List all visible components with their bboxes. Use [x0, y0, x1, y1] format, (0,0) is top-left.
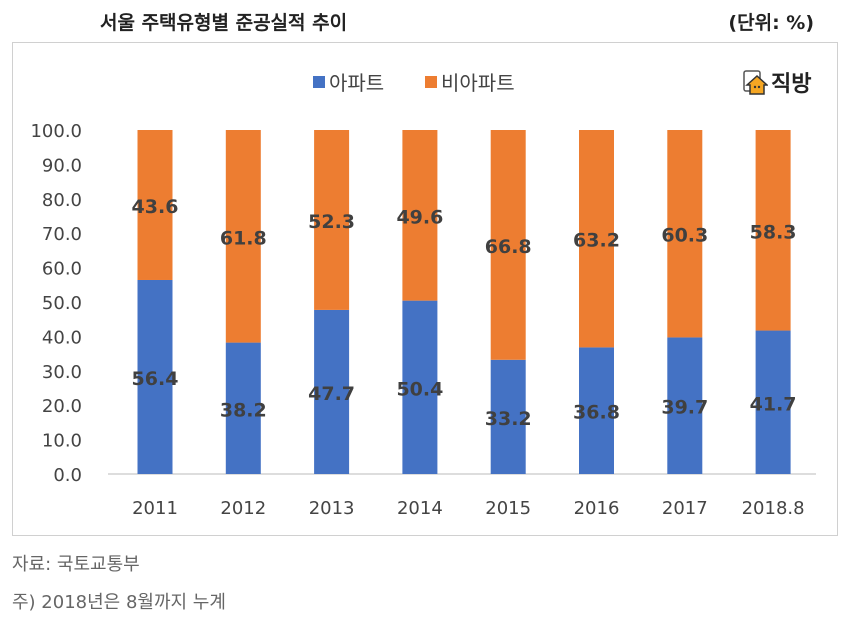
- data-label: 38.2: [220, 399, 267, 421]
- data-label: 58.3: [750, 221, 797, 243]
- x-tick-label: 2013: [309, 498, 355, 519]
- legend-swatch: [313, 76, 325, 88]
- data-label: 41.7: [750, 393, 797, 415]
- y-tick-label: 90.0: [42, 155, 82, 176]
- bar-non-apartment: [314, 130, 350, 310]
- data-label: 50.4: [396, 378, 443, 400]
- chart-title: 서울 주택유형별 준공실적 추이: [100, 12, 348, 34]
- data-label: 63.2: [573, 230, 620, 252]
- bar-non-apartment: [579, 130, 614, 348]
- legend-swatch: [425, 76, 437, 88]
- y-tick-label: 0.0: [53, 465, 82, 486]
- bar-apartment: [667, 337, 703, 474]
- y-tick-label: 80.0: [42, 190, 82, 211]
- data-label: 39.7: [661, 397, 708, 419]
- y-tick-label: 100.0: [30, 121, 82, 142]
- bar-non-apartment: [755, 130, 791, 331]
- bar-non-apartment: [402, 130, 438, 301]
- house-icon: [743, 70, 768, 95]
- x-tick-label: 2014: [397, 498, 443, 519]
- x-tick-label: 2016: [574, 498, 620, 519]
- data-label: 60.3: [661, 225, 708, 247]
- bar-non-apartment: [490, 130, 526, 360]
- y-tick-label: 10.0: [42, 431, 82, 452]
- data-label: 56.4: [132, 368, 179, 390]
- bar-apartment: [579, 347, 614, 474]
- x-tick-label: 2015: [485, 498, 531, 519]
- bar-apartment: [402, 300, 438, 474]
- unit-label: (단위: %): [728, 12, 814, 34]
- bar-apartment: [755, 330, 791, 474]
- bar-non-apartment: [667, 130, 703, 338]
- data-label: 66.8: [485, 236, 532, 258]
- legend-label: 아파트: [329, 71, 384, 95]
- data-label: 43.6: [132, 196, 179, 218]
- bar-apartment: [225, 342, 261, 474]
- footnote: 주) 2018년은 8월까지 누계: [12, 592, 226, 613]
- legend-label: 비아파트: [441, 71, 515, 95]
- data-label: 33.2: [485, 408, 532, 430]
- bar-apartment: [490, 359, 526, 474]
- data-label: 36.8: [573, 402, 620, 424]
- bar-non-apartment: [225, 130, 261, 343]
- data-label: 47.7: [308, 383, 355, 405]
- bar-non-apartment: [137, 130, 173, 280]
- source-note: 자료: 국토교통부: [12, 554, 140, 575]
- x-tick-label: 2012: [220, 498, 266, 519]
- x-tick-label: 2017: [662, 498, 708, 519]
- y-tick-label: 40.0: [42, 327, 82, 348]
- bar-apartment: [314, 309, 350, 474]
- y-tick-label: 30.0: [42, 362, 82, 383]
- logo-text: 직방: [771, 72, 812, 97]
- chart-frame: [12, 42, 838, 536]
- data-label: 61.8: [220, 227, 267, 249]
- data-label: 52.3: [308, 211, 355, 233]
- y-tick-label: 20.0: [42, 396, 82, 417]
- data-label: 49.6: [396, 206, 443, 228]
- y-tick-label: 70.0: [42, 224, 82, 245]
- y-tick-label: 50.0: [42, 293, 82, 314]
- zigbang-logo: 직방: [742, 66, 811, 98]
- y-tick-label: 60.0: [42, 259, 82, 280]
- bar-apartment: [137, 279, 173, 474]
- x-tick-label: 2011: [132, 498, 178, 519]
- x-tick-label: 2018.8: [742, 498, 805, 519]
